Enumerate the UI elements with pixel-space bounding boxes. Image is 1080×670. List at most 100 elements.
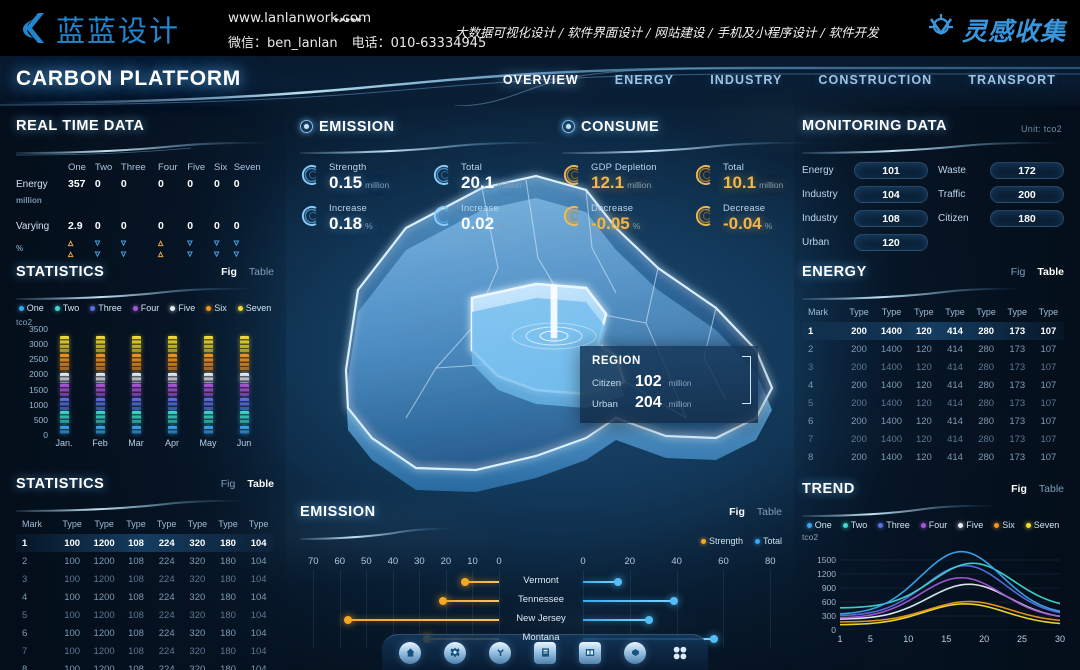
toggle-table[interactable]: Table [756, 506, 782, 518]
nav-item-construction[interactable]: CONSTRUCTION [818, 73, 933, 87]
table-row[interactable]: 2 100 1200 108 224 320 180 104 [16, 552, 274, 570]
bar-group[interactable] [240, 335, 249, 435]
rtd-energy-v2: 0 [120, 178, 127, 190]
table-cell: 120 [915, 397, 932, 409]
kpi-unit: % [764, 220, 773, 231]
bar-group[interactable] [168, 335, 177, 435]
settings-icon[interactable] [444, 641, 466, 664]
table-row[interactable]: 8 200 1400 120 414 280 173 107 [802, 448, 1064, 466]
legend-item[interactable]: Five [170, 303, 195, 313]
table-row[interactable]: 4 100 1200 108 224 320 180 104 [16, 588, 274, 606]
legend-item[interactable]: Total [754, 536, 782, 546]
kpi-label: Decrease [591, 202, 634, 214]
table-cell: 173 [1009, 361, 1026, 373]
gridline [339, 570, 341, 648]
bar-group[interactable] [204, 335, 213, 435]
bar-segment [240, 411, 249, 425]
emission-chart-toggle: Fig Table [729, 506, 782, 518]
monitoring-row-citizen: Citizen 180 [938, 210, 1064, 227]
kpi-consume-decrease-2: Decrease -0.04% [694, 203, 812, 234]
toggle-table[interactable]: Table [1038, 483, 1064, 495]
legend-item[interactable]: Three [90, 303, 122, 313]
table-cell: 1400 [880, 397, 903, 409]
calendar-icon[interactable] [579, 641, 601, 664]
nav-item-transport[interactable]: TRANSPORT [968, 73, 1056, 87]
gridline [770, 570, 772, 648]
table-row[interactable]: 2 200 1400 120 414 280 173 107 [802, 340, 1064, 358]
legend-item[interactable]: Seven [1025, 520, 1059, 530]
y-tick-label: 0 [43, 430, 48, 440]
table-row[interactable]: 8 100 1200 108 224 320 180 104 [16, 660, 274, 670]
home-icon[interactable] [399, 641, 421, 664]
legend-swatch [18, 305, 24, 311]
table-row[interactable]: 7 100 1200 108 224 320 180 104 [16, 642, 274, 660]
legend-item[interactable]: Two [842, 520, 867, 530]
title-rule-decoration [562, 142, 812, 154]
legend-item[interactable]: Seven [237, 303, 271, 313]
table-row[interactable]: 4 200 1400 120 414 280 173 107 [802, 376, 1064, 394]
bar-segment [132, 384, 141, 397]
legend-item[interactable]: One [18, 303, 44, 313]
legend-item[interactable]: Four [920, 520, 947, 530]
layers-icon[interactable] [624, 641, 646, 664]
table-cell: 120 [915, 433, 932, 445]
table-row[interactable]: 7 200 1400 120 414 280 173 107 [802, 430, 1064, 448]
target-icon[interactable] [489, 641, 511, 664]
table-row[interactable]: 3 100 1200 108 224 320 180 104 [16, 570, 274, 588]
toggle-fig[interactable]: Fig [1010, 266, 1026, 278]
legend-item[interactable]: Five [958, 520, 983, 530]
toggle-fig[interactable]: Fig [729, 506, 745, 518]
toggle-table[interactable]: Table [247, 478, 274, 490]
butterfly-row[interactable]: Tennessee [300, 591, 782, 610]
table-cell: 414 [947, 361, 963, 373]
legend-item[interactable]: Two [54, 303, 79, 313]
gridline [445, 570, 447, 648]
legend-item[interactable]: One [806, 520, 832, 530]
table-row[interactable]: 1 100 1200 108 224 320 180 104 [16, 534, 274, 552]
bar-group[interactable] [96, 335, 105, 435]
toggle-table[interactable]: Table [248, 266, 274, 278]
butterfly-bar-total [583, 600, 675, 602]
toggle-fig[interactable]: Fig [221, 266, 237, 278]
bar-x-axis: Jan. Feb Mar Apr May Jun [52, 438, 272, 450]
butterfly-row[interactable]: Vermont [300, 572, 782, 591]
table-cell: 173 [1009, 397, 1026, 409]
legend-item[interactable]: Six [206, 303, 227, 313]
table-cell: 180 [220, 609, 236, 621]
butterfly-row[interactable]: New Jersey [300, 610, 782, 629]
toggle-fig[interactable]: Fig [220, 478, 236, 490]
y-tick-label: 3000 [29, 339, 48, 350]
nav-item-energy[interactable]: ENERGY [614, 73, 675, 87]
table-row[interactable]: 6 200 1400 120 414 280 173 107 [802, 412, 1064, 430]
toggle-fig[interactable]: Fig [1011, 483, 1027, 495]
swirl-icon [695, 165, 711, 185]
legend-item[interactable]: Strength [700, 536, 743, 546]
monitoring-value-pill: 180 [990, 210, 1064, 227]
table-row[interactable]: 1 200 1400 120 414 280 173 107 [802, 322, 1064, 340]
document-icon[interactable] [534, 641, 556, 664]
grid-icon[interactable] [669, 642, 691, 664]
table-row[interactable]: 5 200 1400 120 414 280 173 107 [802, 394, 1064, 412]
table-cell: 280 [978, 379, 995, 391]
statistics-table-toggle: Fig Table [221, 478, 274, 490]
legend-label: One [814, 520, 832, 530]
legend-item[interactable]: Six [994, 520, 1015, 530]
column-header: Mark [22, 519, 42, 529]
toggle-table[interactable]: Table [1037, 266, 1064, 278]
table-cell: 200 [851, 325, 867, 337]
rtd-col-three: Three [120, 162, 146, 173]
table-row[interactable]: 5 100 1200 108 224 320 180 104 [16, 606, 274, 624]
bar-group[interactable] [60, 335, 69, 435]
nav-item-industry[interactable]: INDUSTRY [710, 73, 783, 87]
legend-item[interactable]: Three [878, 520, 910, 530]
table-row[interactable]: 3 200 1400 120 414 280 173 107 [802, 358, 1064, 376]
bar-group[interactable] [132, 335, 141, 435]
y-tick-label: 500 [33, 414, 48, 425]
legend-item[interactable]: Four [132, 303, 159, 313]
nav-item-overview[interactable]: OVERVIEW [502, 73, 579, 87]
kpi-unit: % [632, 220, 641, 231]
table-row[interactable]: 6 100 1200 108 224 320 180 104 [16, 624, 274, 642]
table-cell: 1 [22, 537, 28, 549]
table-cell: 107 [1040, 433, 1057, 445]
legend-swatch [170, 305, 176, 311]
